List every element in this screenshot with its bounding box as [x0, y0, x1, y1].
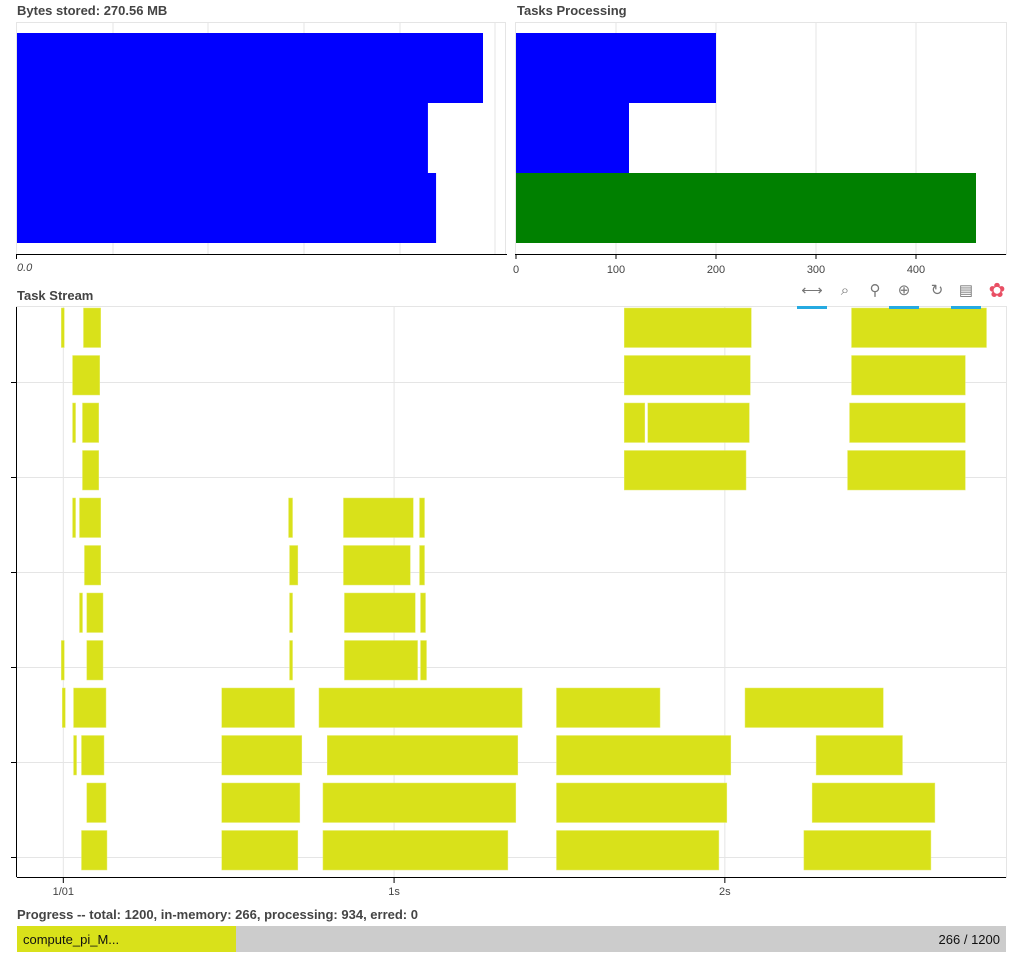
reset-tool-icon[interactable]: ↻	[930, 282, 944, 299]
progress-fill	[17, 926, 237, 952]
x-tick-label: 1s	[388, 886, 400, 898]
tasks-processing-title: Tasks Processing	[517, 3, 627, 18]
task-rect	[344, 592, 416, 633]
task-rect	[420, 592, 426, 633]
task-rect	[221, 782, 301, 823]
box-zoom-tool-icon[interactable]: ⌕	[840, 282, 850, 299]
task-rect	[851, 307, 987, 348]
task-rect	[79, 497, 101, 538]
x-tick-label: 200	[707, 264, 725, 276]
task-rect	[73, 687, 107, 728]
task-rect	[81, 830, 108, 871]
task-stream-title: Task Stream	[17, 288, 94, 303]
bytes-stored-chart	[16, 22, 507, 259]
x-tick-label: 1/01	[53, 886, 74, 898]
task-rect	[624, 307, 752, 348]
processing-bar	[516, 33, 716, 103]
task-rect	[72, 497, 76, 538]
bokeh-logo-icon[interactable]: ✿	[988, 280, 1006, 302]
task-rect	[327, 735, 519, 776]
progress-task-name: compute_pi_M...	[23, 932, 120, 947]
task-rect	[744, 687, 884, 728]
task-rect	[556, 782, 728, 823]
bytes-bar	[17, 33, 483, 103]
task-rect	[344, 640, 418, 681]
task-rect	[72, 402, 76, 443]
x-tick-label: 300	[807, 264, 825, 276]
task-rect	[419, 497, 425, 538]
x-tick-label: 100	[607, 264, 625, 276]
task-rect	[624, 402, 646, 443]
task-rect	[86, 782, 107, 823]
task-rect	[84, 545, 101, 586]
task-rect	[420, 640, 427, 681]
task-rect	[289, 640, 293, 681]
task-rect	[849, 402, 966, 443]
task-rect	[851, 355, 966, 396]
task-rect	[556, 830, 720, 871]
bytes-stored-title: Bytes stored: 270.56 MB	[17, 3, 168, 18]
tasks-processing-chart: 0 100 200 300 400	[513, 22, 1007, 276]
task-rect	[289, 545, 299, 586]
task-rect	[322, 830, 509, 871]
task-rect	[61, 640, 65, 681]
processing-bar	[516, 103, 629, 173]
tap-tool-icon[interactable]: ⊕	[889, 280, 919, 309]
task-rect	[73, 735, 77, 776]
task-rect	[83, 307, 101, 348]
hover-tool-icon[interactable]: ▤	[951, 280, 981, 309]
task-rect	[61, 307, 65, 348]
task-rect	[624, 450, 747, 491]
task-rect	[86, 640, 104, 681]
task-rect	[72, 355, 100, 396]
task-rect	[288, 497, 293, 538]
task-rect	[86, 592, 104, 633]
progress-title: Progress -- total: 1200, in-memory: 266,…	[17, 907, 418, 922]
task-rect	[62, 687, 66, 728]
x-tick-label: 0	[513, 264, 519, 276]
task-rect	[82, 402, 99, 443]
task-rect	[556, 735, 732, 776]
progress-count: 266 / 1200	[938, 932, 1000, 947]
task-rect	[289, 592, 293, 633]
task-stream-chart: 1/01 1s 2s	[11, 306, 1007, 898]
task-rect	[556, 687, 661, 728]
task-rect	[847, 450, 966, 491]
bytes-tick-label: 0.0	[17, 262, 33, 274]
progress-bar[interactable]: compute_pi_M... 266 / 1200	[17, 926, 1006, 952]
task-rect	[343, 497, 414, 538]
task-rect	[221, 830, 299, 871]
task-rect	[803, 830, 932, 871]
bytes-bar	[17, 103, 428, 173]
x-tick-label: 2s	[719, 886, 731, 898]
xpan-tool-icon[interactable]: ⟷	[797, 280, 827, 309]
wheel-zoom-tool-icon[interactable]: ⚲	[869, 282, 881, 299]
task-rect	[647, 402, 750, 443]
task-rect	[624, 355, 751, 396]
task-rect	[221, 687, 295, 728]
task-rect	[322, 782, 517, 823]
task-rect	[318, 687, 523, 728]
task-rect	[79, 592, 83, 633]
processing-bar	[516, 173, 976, 243]
task-rect	[419, 545, 425, 586]
task-rect	[82, 450, 99, 491]
task-rect	[343, 545, 411, 586]
x-tick-label: 400	[907, 264, 925, 276]
bytes-bar	[17, 173, 437, 243]
task-rect	[81, 735, 105, 776]
task-rect	[811, 782, 936, 823]
task-rect	[221, 735, 303, 776]
task-rect	[815, 735, 903, 776]
